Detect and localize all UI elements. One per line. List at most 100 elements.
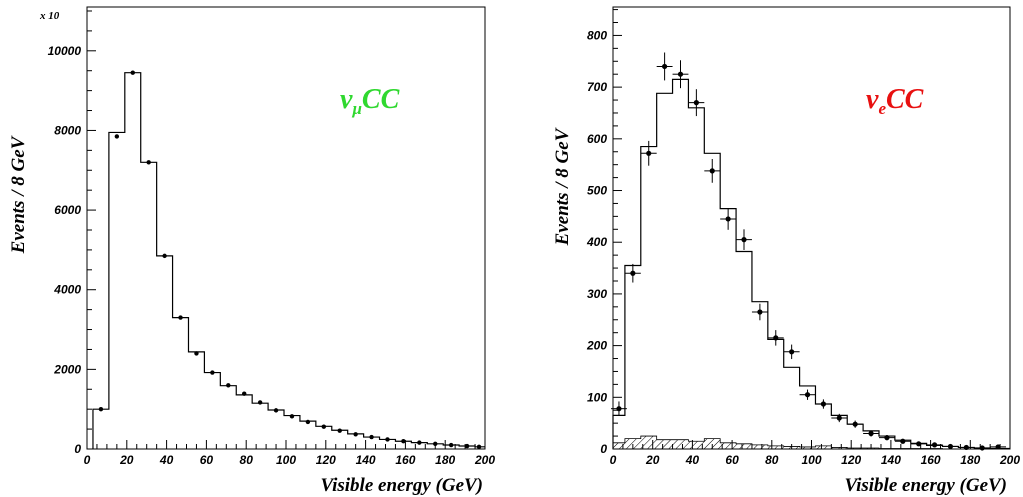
left-x-tick-label: 200 (474, 453, 495, 467)
right-data-point (704, 158, 721, 183)
left-y-axis-title: Events / 8 GeV (8, 135, 29, 254)
right-data-point (863, 430, 879, 437)
right-background-bin (720, 442, 737, 449)
right-annotation: νeCC (866, 84, 924, 118)
right-plot-frame (612, 6, 1011, 450)
left-data-marker (448, 442, 454, 448)
left-data-marker (194, 351, 199, 356)
left-simulation-line (92, 72, 485, 449)
right-y-tick-label: 300 (587, 287, 607, 301)
right-data-point (942, 443, 959, 450)
right-x-tick-label: 180 (960, 453, 980, 467)
left-data-point (162, 253, 167, 259)
right-data-points (611, 52, 1007, 451)
left-data-points (98, 70, 482, 450)
right-background-bin (736, 443, 752, 449)
left-panel: 0 20 40 60 80 100 120 140 160 180 2000200040006000… (8, 6, 495, 496)
left-x-tick-label: 80 (240, 453, 254, 467)
left-data-marker (257, 400, 263, 405)
right-data-marker (820, 401, 827, 407)
left-x-tick-label: 180 (435, 453, 455, 467)
left-data-point (130, 70, 135, 75)
left-data-marker (146, 160, 151, 165)
left-data-point (210, 370, 215, 375)
right-y-tick-label: 700 (587, 80, 607, 94)
left-data-point (257, 400, 263, 405)
right-simulation-line (612, 78, 1010, 450)
right-data-point (640, 140, 657, 166)
left-data-point (353, 432, 358, 437)
left-data-marker (178, 315, 183, 320)
left-data-point (369, 434, 374, 440)
left-data-point (273, 408, 279, 413)
right-background-bin (767, 445, 784, 449)
right-x-tick-label: 0 (610, 453, 617, 467)
left-data-marker (289, 414, 295, 419)
left-data-marker (369, 434, 374, 440)
right-background-bin (704, 438, 721, 449)
right-data-marker (979, 445, 985, 451)
right-data-point (910, 441, 927, 447)
left-data-point (476, 444, 482, 450)
right-data-point (958, 444, 975, 451)
right-annotation-sub: e (878, 99, 886, 118)
right-data-marker (852, 421, 858, 427)
left-annotation-base: ν (340, 84, 353, 115)
right-background-bin (847, 447, 864, 449)
left-data-marker (210, 370, 215, 375)
left-data-marker (321, 424, 327, 429)
right-data-marker (616, 406, 622, 412)
left-annotation-sub: μ (351, 99, 361, 118)
right-data-point (894, 438, 911, 444)
right-data-marker (646, 150, 652, 156)
left-data-marker (130, 70, 135, 75)
left-data-point (321, 424, 327, 429)
left-data-marker (114, 134, 120, 139)
right-background-bin (624, 438, 641, 449)
right-x-tick-label: 40 (685, 453, 700, 467)
right-data-marker (741, 237, 747, 243)
left-multiplier-label: x 10 (39, 10, 60, 22)
right-data-marker (916, 441, 922, 447)
right-data-marker (931, 442, 938, 448)
right-data-point (847, 420, 864, 428)
left-data-point (305, 419, 311, 425)
right-y-tick-label: 500 (587, 184, 607, 198)
left-data-marker (464, 443, 470, 449)
left-data-marker (226, 383, 231, 388)
right-data-marker (804, 392, 811, 398)
right-data-marker (757, 309, 763, 315)
right-data-point (624, 263, 641, 283)
right-data-marker (677, 71, 684, 77)
left-data-point (448, 442, 454, 448)
left-data-marker (162, 253, 167, 259)
left-data-point (98, 406, 104, 412)
left-annotation-main: CC (362, 84, 400, 115)
right-data-point (751, 303, 768, 321)
right-y-tick-label: 0 (600, 442, 607, 456)
left-data-marker (417, 440, 422, 445)
right-x-tick-label: 160 (921, 453, 941, 467)
right-background-bin (672, 439, 689, 449)
right-background-bin (640, 436, 657, 449)
right-data-marker (773, 335, 779, 341)
left-data-marker (353, 432, 358, 437)
right-data-point (926, 442, 943, 448)
left-y-tick-label: 2000 (53, 362, 81, 376)
right-data-marker (900, 438, 906, 444)
left-y-tick-label: 0 (74, 442, 81, 456)
right-x-tick-label: 200 (999, 453, 1020, 467)
right-x-tick-label: 100 (801, 453, 821, 467)
right-x-axis-title: Visible energy (GeV) (844, 475, 1007, 496)
left-data-point (226, 383, 231, 388)
right-data-point (720, 208, 737, 230)
left-data-point (385, 437, 390, 442)
right-y-tick-label: 600 (587, 132, 607, 146)
right-background-bin (751, 444, 768, 449)
right-data-point (656, 52, 673, 81)
left-data-point (433, 441, 438, 447)
left-data-marker (433, 441, 438, 447)
left-annotation: νμCC (340, 84, 400, 118)
right-data-marker (963, 444, 969, 451)
